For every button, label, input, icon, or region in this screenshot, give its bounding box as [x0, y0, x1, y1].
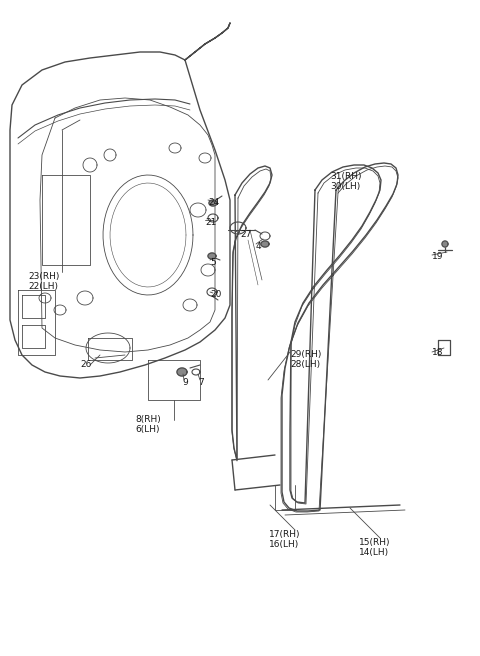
Text: 8(RH)
6(LH): 8(RH) 6(LH) — [135, 415, 161, 434]
Text: 15(RH)
14(LH): 15(RH) 14(LH) — [359, 538, 391, 558]
Text: 7: 7 — [198, 378, 204, 387]
Text: 18: 18 — [432, 348, 444, 357]
Text: 17(RH)
16(LH): 17(RH) 16(LH) — [269, 530, 301, 550]
Text: 21: 21 — [205, 218, 216, 227]
Text: 9: 9 — [182, 378, 188, 387]
Text: 24: 24 — [208, 198, 219, 207]
Polygon shape — [209, 200, 217, 206]
Polygon shape — [261, 241, 269, 247]
Text: 31(RH)
30(LH): 31(RH) 30(LH) — [330, 172, 361, 192]
Text: 29(RH)
28(LH): 29(RH) 28(LH) — [290, 350, 322, 369]
Polygon shape — [177, 368, 187, 376]
Text: 20: 20 — [210, 290, 221, 299]
Text: 27: 27 — [240, 230, 252, 239]
Polygon shape — [442, 241, 448, 247]
Text: 19: 19 — [432, 252, 444, 261]
Text: 4: 4 — [256, 242, 262, 251]
Text: 5: 5 — [210, 258, 216, 267]
Polygon shape — [208, 253, 216, 259]
Text: 23(RH)
22(LH): 23(RH) 22(LH) — [28, 272, 60, 291]
Text: 26: 26 — [80, 360, 91, 369]
